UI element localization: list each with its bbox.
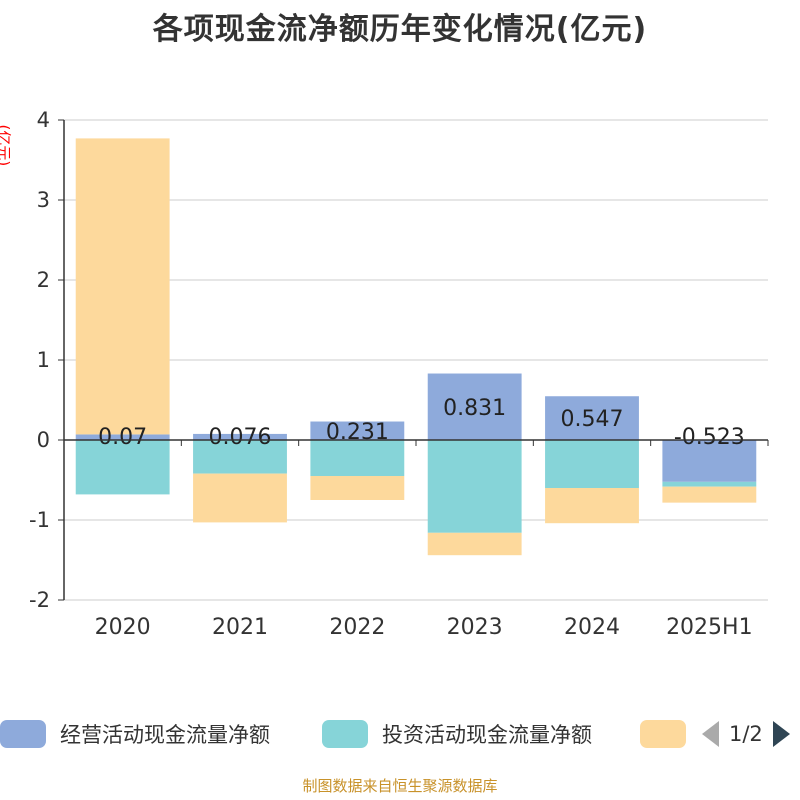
bar-2024-series-1: [545, 396, 639, 440]
x-tick-label: 2021: [212, 615, 268, 640]
legend-label-investing: 投资活动现金流量净额: [382, 723, 592, 747]
data-label-2023: 0.831: [443, 396, 506, 421]
y-tick-label: 0: [37, 428, 50, 452]
y-tick-label: 2: [37, 268, 50, 292]
legend-swatch-operating: [0, 720, 46, 748]
bar-2020-series-1: [75, 434, 170, 440]
data-label-2024: 0.547: [561, 407, 624, 432]
bar-2022-series-2: [310, 440, 405, 476]
legend: 经营活动现金流量净额 投资活动现金流量净额 1/2: [0, 716, 800, 752]
bar-2021-series-3: [193, 473, 287, 523]
legend-label-operating: 经营活动现金流量净额: [60, 723, 270, 747]
chart-title: 各项现金流净额历年变化情况(亿元): [152, 12, 648, 47]
bar-2021-series-1: [193, 433, 287, 440]
bar-2022-series-3: [310, 476, 405, 500]
y-tick-label: 3: [37, 188, 50, 212]
data-label-2021: 0.076: [209, 425, 272, 450]
bar-2022-series-1: [310, 421, 405, 440]
bar-2020-series-3: [75, 138, 170, 435]
data-label-2022: 0.231: [326, 420, 389, 445]
legend-swatch-third-series: [640, 720, 686, 748]
chart-plot-area: -2 -1 0 1 2 3 4 0.07 0.076 0.231 0.831 0.547 -0.523 2…: [29, 108, 769, 640]
bar-2021-series-2: [193, 440, 287, 474]
legend-pager: 1/2: [702, 716, 790, 752]
y-tick-label: -2: [29, 588, 50, 612]
y-tick-label: 4: [37, 108, 50, 132]
bar-2023-series-2: [427, 440, 522, 533]
legend-swatch-investing: [322, 720, 368, 748]
x-tick-label: 2020: [95, 615, 151, 640]
legend-prev-page-icon[interactable]: [702, 721, 719, 747]
legend-item-operating[interactable]: 经营活动现金流量净额: [0, 716, 270, 752]
bar-2025H1-series-2: [662, 481, 757, 487]
x-tick-label: 2023: [447, 615, 503, 640]
y-tick-label: -1: [29, 508, 50, 532]
bar-2024-series-3: [545, 488, 639, 524]
bar-2025H1-series-3: [662, 486, 757, 503]
legend-item-third-series[interactable]: [640, 716, 700, 752]
x-tick-label: 2025H1: [666, 615, 753, 640]
legend-next-page-icon[interactable]: [772, 721, 790, 747]
x-tick-label: 2022: [329, 615, 385, 640]
legend-page-indicator: 1/2: [729, 722, 763, 746]
data-label-2020: 0.07: [98, 425, 147, 450]
x-tick-label: 2024: [564, 615, 620, 640]
bar-2023-series-1: [427, 373, 522, 440]
bar-2020-series-2: [75, 440, 170, 495]
bar-2024-series-2: [545, 440, 639, 488]
source-footer: 制图数据来自恒生聚源数据库: [302, 777, 498, 795]
legend-item-investing[interactable]: 投资活动现金流量净额: [322, 716, 592, 752]
bar-2023-series-3: [427, 532, 522, 556]
y-tick-label: 1: [37, 348, 50, 372]
bar-2025H1-series-1: [662, 440, 757, 482]
data-label-2025H1: -0.523: [674, 425, 745, 450]
